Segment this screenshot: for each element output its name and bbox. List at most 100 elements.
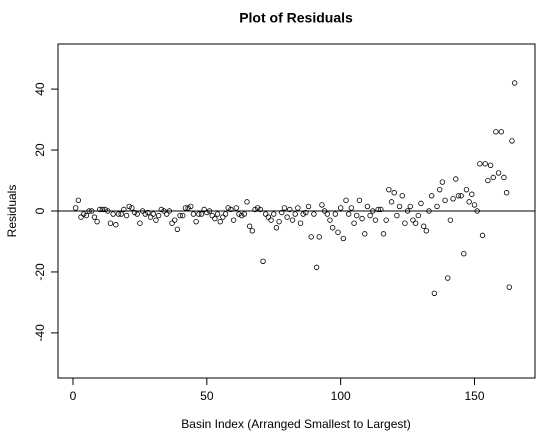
point <box>150 211 156 217</box>
point <box>217 218 223 225</box>
point <box>236 211 242 217</box>
point <box>340 235 347 242</box>
point <box>86 208 92 214</box>
point <box>321 208 328 214</box>
point <box>383 217 389 223</box>
point <box>498 129 504 135</box>
point <box>356 197 363 204</box>
y-tick-label: -20 <box>33 263 47 281</box>
point <box>131 209 138 216</box>
point <box>362 231 368 237</box>
point <box>163 211 170 217</box>
y-tick-label: 0 <box>33 207 47 214</box>
point <box>287 206 293 213</box>
point <box>399 193 405 199</box>
point <box>244 199 250 205</box>
point <box>511 80 518 86</box>
point <box>271 211 277 217</box>
point <box>372 217 379 223</box>
point <box>482 161 488 167</box>
point <box>94 218 100 225</box>
point <box>375 206 381 213</box>
point <box>402 220 408 226</box>
point <box>254 205 261 211</box>
point <box>225 205 231 211</box>
y-axis-label: Residuals <box>5 185 19 238</box>
point <box>343 197 349 204</box>
x-tick-label: 50 <box>200 389 214 403</box>
point <box>308 234 314 240</box>
point <box>426 208 432 214</box>
point <box>396 203 403 210</box>
point <box>423 228 430 234</box>
x-tick-label: 0 <box>70 389 77 403</box>
point <box>303 209 309 216</box>
point <box>80 211 87 217</box>
point <box>126 203 132 210</box>
point <box>263 211 269 217</box>
point <box>404 208 411 214</box>
point <box>391 190 397 196</box>
point <box>364 203 371 210</box>
point <box>466 199 472 205</box>
point <box>332 211 339 217</box>
point <box>228 206 234 213</box>
point <box>145 209 151 216</box>
point <box>198 211 205 217</box>
x-axis-label: Basin Index (Arranged Smallest to Larges… <box>181 417 410 431</box>
point <box>97 206 103 213</box>
point <box>249 228 256 234</box>
point <box>370 208 376 214</box>
point <box>105 208 111 214</box>
point <box>142 211 148 217</box>
point <box>273 225 280 231</box>
point <box>102 206 108 213</box>
x-tick-label: 100 <box>331 389 351 403</box>
point <box>238 212 245 219</box>
point <box>174 226 181 232</box>
point <box>477 161 483 167</box>
point <box>107 220 114 226</box>
point <box>166 208 173 214</box>
point <box>147 214 154 220</box>
point <box>209 212 215 219</box>
point <box>281 205 288 211</box>
point <box>311 211 317 217</box>
point <box>300 211 306 217</box>
point <box>485 177 491 184</box>
point <box>180 212 186 219</box>
point <box>129 205 135 211</box>
point <box>233 205 239 211</box>
point <box>204 209 210 216</box>
point <box>276 218 282 225</box>
point <box>78 214 84 220</box>
point <box>501 174 507 181</box>
point <box>292 211 298 217</box>
point <box>380 231 387 237</box>
point <box>410 217 416 223</box>
y-tick-label: -40 <box>33 324 47 342</box>
point <box>113 222 119 228</box>
point <box>190 211 197 217</box>
point <box>388 199 395 205</box>
y-tick-label: 40 <box>33 82 47 96</box>
point <box>260 258 266 264</box>
point <box>118 211 124 217</box>
point <box>284 214 290 220</box>
point <box>490 174 496 181</box>
point <box>453 176 459 182</box>
point <box>83 212 90 219</box>
y-tick-label: 20 <box>33 143 47 157</box>
point <box>394 212 400 219</box>
point <box>155 212 162 219</box>
point <box>418 200 424 207</box>
point <box>509 138 515 144</box>
point <box>469 191 475 197</box>
point <box>455 193 462 199</box>
point <box>91 214 98 220</box>
point <box>188 203 194 210</box>
point <box>193 218 199 225</box>
point <box>289 217 296 223</box>
point <box>337 205 344 211</box>
